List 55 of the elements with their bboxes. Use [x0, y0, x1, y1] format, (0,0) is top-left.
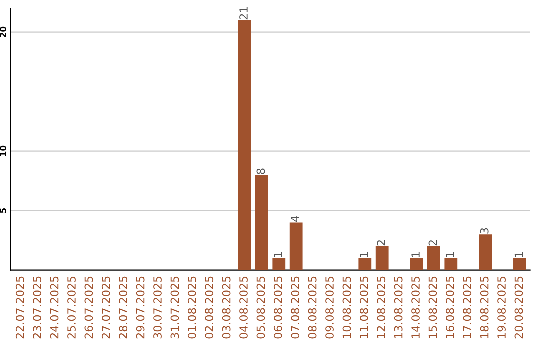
data-label: 1: [514, 252, 524, 258]
data-label: 3: [480, 228, 489, 234]
bar: [428, 246, 440, 270]
x-tick-label: 03.08.2025: [222, 276, 231, 339]
bar: [444, 258, 458, 270]
x-tick-label: 12.08.2025: [377, 276, 386, 338]
data-label: 4: [291, 216, 300, 222]
x-tick-label: 30.07.2025: [154, 276, 162, 339]
data-label: 8: [256, 168, 266, 174]
x-tick-label: 11.08.2025: [360, 276, 368, 338]
x-tick-label: 10.08.2025: [342, 276, 352, 338]
x-tick-label: 26.07.2025: [84, 276, 94, 339]
bar: [376, 246, 389, 270]
data-label: 1: [360, 252, 368, 258]
x-tick-label: 17.08.2025: [463, 276, 472, 338]
bar: [238, 20, 252, 270]
data-label: 2: [428, 240, 438, 246]
x-tick-label: 27.07.2025: [102, 276, 110, 339]
x-tick-label: 07.08.2025: [291, 276, 300, 339]
x-tick-label: 14.08.2025: [412, 276, 420, 338]
x-tick-label: 13.08.2025: [394, 276, 403, 338]
x-tick-label: 22.07.2025: [16, 276, 24, 339]
x-tick-label: 23.07.2025: [33, 276, 42, 339]
y-tick-label: 20: [0, 26, 6, 38]
data-label: 2: [377, 240, 386, 246]
x-tick-label: 24.07.2025: [50, 276, 59, 339]
data-label: 1: [274, 252, 282, 258]
bar: [410, 258, 424, 270]
x-tick-label: 04.08.2025: [240, 276, 248, 339]
bar: [514, 258, 526, 270]
x-tick-label: 16.08.2025: [446, 276, 454, 338]
x-tick-label: 15.08.2025: [428, 276, 438, 338]
bar: [479, 234, 492, 270]
x-tick-label: 05.08.2025: [256, 276, 266, 339]
bar: [358, 258, 372, 270]
bar: [255, 175, 268, 270]
y-tick-label: 10: [0, 146, 6, 156]
x-tick-label: 29.07.2025: [136, 276, 145, 339]
bar: [272, 258, 286, 270]
x-tick-label: 09.08.2025: [326, 276, 334, 339]
x-tick-label: 18.08.2025: [480, 276, 489, 338]
y-tick-label: 5: [0, 208, 6, 214]
x-tick-label: 01.08.2025: [188, 276, 196, 339]
x-tick-label: 19.08.2025: [498, 276, 506, 338]
data-label: 1: [412, 252, 420, 258]
data-label: 1: [446, 252, 454, 258]
bar: [290, 222, 303, 270]
x-tick-label: 31.07.2025: [170, 276, 180, 339]
x-tick-label: 06.08.2025: [274, 276, 282, 339]
data-label: 21: [240, 7, 248, 20]
x-tick-label: 28.07.2025: [119, 276, 128, 339]
x-tick-label: 08.08.2025: [308, 276, 317, 339]
x-tick-label: 25.07.2025: [68, 276, 76, 339]
x-tick-label: 02.08.2025: [205, 276, 214, 339]
x-tick-label: 20.08.2025: [514, 276, 524, 339]
